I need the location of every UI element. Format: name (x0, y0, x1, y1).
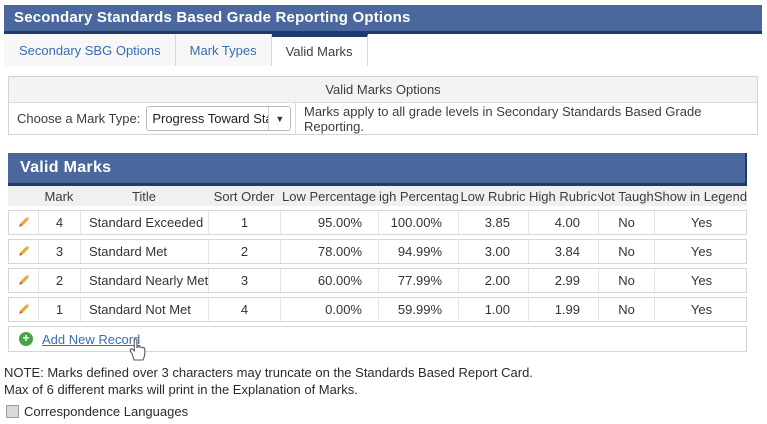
tab-label: Secondary SBG Options (19, 42, 161, 58)
correspondence-languages-label: Correspondence Languages (24, 404, 189, 419)
tab-label: Mark Types (189, 42, 257, 58)
mark-type-dropdown[interactable]: Progress Toward Standards ▼ (146, 106, 292, 131)
tab-strip: Secondary SBG Options Mark Types Valid M… (4, 34, 762, 66)
col-header-low-rubric: Low Rubric (460, 188, 526, 204)
valid-marks-options-panel: Valid Marks Options Choose a Mark Type: … (8, 76, 758, 135)
page-title-bar: Secondary Standards Based Grade Reportin… (4, 5, 762, 34)
pencil-icon (19, 303, 30, 314)
pencil-icon (19, 216, 30, 227)
cell-mark: 3 (39, 240, 81, 263)
note-line-2: Max of 6 different marks will print in t… (4, 382, 358, 397)
cell-low-percentage: 95.00% (281, 211, 379, 234)
col-header-show-in-legend: Show in Legend (654, 188, 747, 204)
col-header-low-percentage: Low Percentage (282, 188, 376, 204)
add-record-row: + Add New Record (8, 326, 747, 361)
cell-title: Standard Met (81, 240, 209, 263)
cell-high-rubric: 1.99 (529, 298, 599, 321)
cell-not-taught: No (599, 298, 655, 321)
cell-high-percentage: 59.99% (379, 298, 459, 321)
edit-row-button[interactable] (9, 211, 38, 234)
table-header-row: Mark Title Sort Order Low Percentage Hig… (8, 186, 747, 206)
cell-show-in-legend: Yes (690, 302, 713, 317)
cell-low-rubric: 2.00 (459, 269, 529, 292)
valid-marks-section-header: Valid Marks (8, 153, 747, 186)
note-line-1: NOTE: Marks defined over 3 characters ma… (4, 365, 533, 380)
cell-not-taught: No (599, 269, 655, 292)
cell-high-percentage: 77.99% (379, 269, 459, 292)
cell-high-rubric: 3.84 (529, 240, 599, 263)
cell-high-percentage: 94.99% (379, 240, 459, 263)
cell-low-rubric: 1.00 (459, 298, 529, 321)
correspondence-languages-row: Correspondence Languages (6, 404, 767, 419)
cell-low-rubric: 3.00 (459, 240, 529, 263)
table-row: 1 Standard Not Met 4 0.00% 59.99% 1.00 1… (8, 297, 747, 322)
options-panel-body: Choose a Mark Type: Progress Toward Stan… (9, 103, 757, 134)
tab-secondary-sbg-options[interactable]: Secondary SBG Options (4, 34, 176, 66)
tab-label: Valid Marks (285, 44, 353, 59)
cell-show-in-legend: Yes (690, 215, 713, 230)
valid-marks-section-title: Valid Marks (20, 159, 112, 176)
note-text: NOTE: Marks defined over 3 characters ma… (4, 364, 767, 398)
col-header-high-rubric: High Rubric (529, 188, 597, 204)
cell-title: Standard Nearly Met (81, 269, 209, 292)
cell-not-taught: No (599, 211, 655, 234)
col-header-title: Title (131, 188, 157, 204)
options-info-text: Marks apply to all grade levels in Secon… (304, 103, 702, 134)
hand-cursor-icon (129, 338, 146, 361)
valid-marks-panel: Valid Marks Mark Title Sort Order Low Pe… (8, 153, 747, 361)
table-row: 3 Standard Met 2 78.00% 94.99% 3.00 3.84… (8, 239, 747, 264)
cell-mark: 2 (39, 269, 81, 292)
cell-high-rubric: 4.00 (529, 211, 599, 234)
cell-low-percentage: 0.00% (281, 298, 379, 321)
correspondence-languages-checkbox[interactable] (6, 405, 19, 418)
edit-row-button[interactable] (9, 298, 38, 321)
options-panel-header: Valid Marks Options (9, 77, 757, 103)
valid-marks-table: Mark Title Sort Order Low Percentage Hig… (8, 186, 747, 361)
options-info-cell: Marks apply to all grade levels in Secon… (296, 103, 757, 134)
cell-show-in-legend: Yes (690, 244, 713, 259)
cell-low-percentage: 60.00% (281, 269, 379, 292)
tab-mark-types[interactable]: Mark Types (175, 34, 272, 66)
mark-type-cell: Choose a Mark Type: Progress Toward Stan… (9, 103, 296, 134)
pencil-icon (19, 245, 30, 256)
cell-mark: 4 (39, 211, 81, 234)
cell-not-taught: No (599, 240, 655, 263)
cell-sort-order: 1 (209, 211, 281, 234)
cell-low-percentage: 78.00% (281, 240, 379, 263)
cell-show-in-legend: Yes (690, 273, 713, 288)
cell-sort-order: 2 (209, 240, 281, 263)
page-title: Secondary Standards Based Grade Reportin… (14, 8, 411, 26)
cell-mark: 1 (39, 298, 81, 321)
table-row: 4 Standard Exceeded 1 95.00% 100.00% 3.8… (8, 210, 747, 235)
col-header-sort-order: Sort Order (213, 188, 275, 204)
col-header-edit (8, 186, 38, 206)
cell-sort-order: 3 (209, 269, 281, 292)
cell-low-rubric: 3.85 (459, 211, 529, 234)
col-header-not-taught: Not Taught (598, 188, 654, 204)
cell-high-rubric: 2.99 (529, 269, 599, 292)
tab-valid-marks[interactable]: Valid Marks (271, 34, 368, 66)
edit-row-button[interactable] (9, 240, 38, 263)
edit-row-button[interactable] (9, 269, 38, 292)
add-new-record-link[interactable]: Add New Record (42, 331, 141, 347)
cell-high-percentage: 100.00% (379, 211, 459, 234)
col-header-high-percentage: High Percentage (378, 188, 458, 204)
cell-sort-order: 4 (209, 298, 281, 321)
mark-type-selected-value: Progress Toward Standards (152, 111, 268, 126)
col-header-mark: Mark (44, 188, 74, 204)
mark-type-label: Choose a Mark Type: (17, 111, 141, 126)
chevron-down-icon[interactable]: ▼ (268, 107, 291, 130)
plus-circle-icon[interactable]: + (19, 332, 33, 346)
table-row: 2 Standard Nearly Met 3 60.00% 77.99% 2.… (8, 268, 747, 293)
cell-title: Standard Exceeded (81, 211, 209, 234)
pencil-icon (19, 274, 30, 285)
cell-title: Standard Not Met (81, 298, 209, 321)
options-panel-title: Valid Marks Options (325, 82, 441, 97)
